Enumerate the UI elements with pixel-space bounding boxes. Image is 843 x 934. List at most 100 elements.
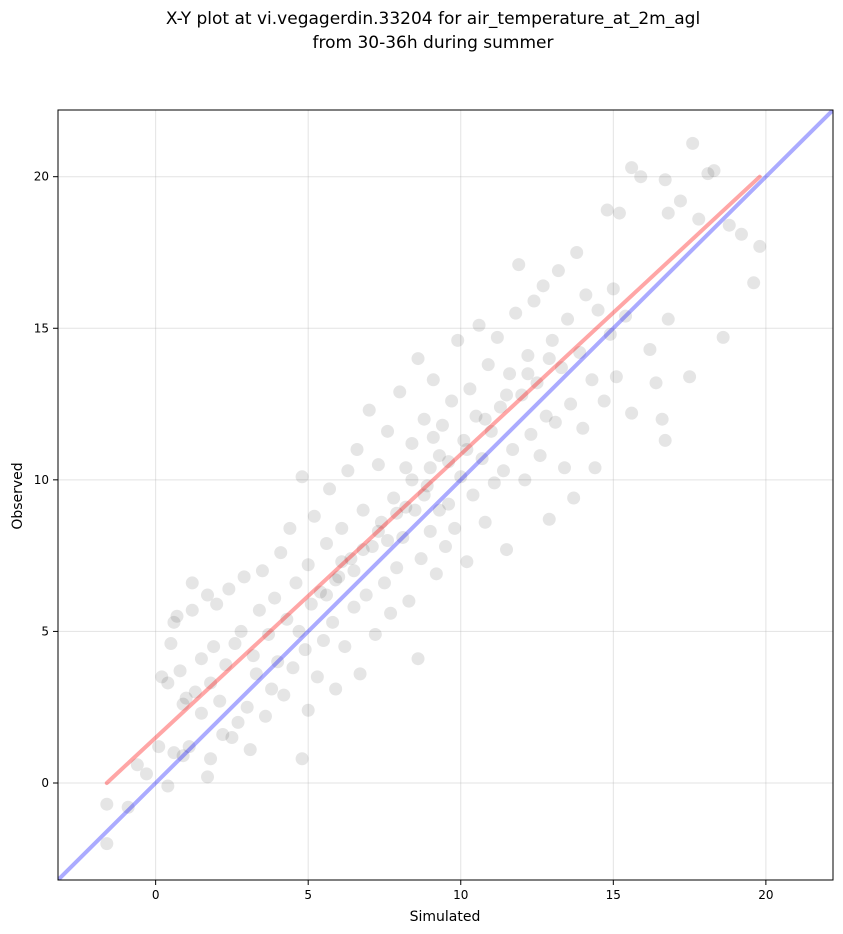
data-point <box>271 655 285 669</box>
data-point <box>469 409 483 423</box>
data-point <box>176 749 190 763</box>
x-tick-label: 10 <box>453 888 468 902</box>
data-point <box>252 603 266 617</box>
data-point <box>374 515 388 529</box>
y-axis-ticks: 0 5 10 15 20 <box>34 170 58 790</box>
data-point <box>161 676 175 690</box>
data-point <box>460 555 474 569</box>
data-point <box>466 488 480 502</box>
data-point <box>225 731 239 745</box>
data-point <box>326 615 340 629</box>
data-point <box>280 612 294 626</box>
data-point <box>231 715 245 729</box>
data-point <box>484 424 498 438</box>
data-point <box>603 327 617 341</box>
data-point <box>548 415 562 429</box>
data-point <box>512 258 526 272</box>
data-point <box>188 685 202 699</box>
data-point <box>530 376 544 390</box>
data-point <box>249 667 263 681</box>
data-point <box>481 358 495 372</box>
y-tick-label: 15 <box>34 321 49 335</box>
data-point <box>347 564 361 578</box>
data-point <box>298 643 312 657</box>
data-point <box>100 837 114 851</box>
data-point <box>329 682 343 696</box>
data-point <box>420 479 434 493</box>
data-point <box>399 500 413 514</box>
data-point <box>573 346 587 360</box>
data-point <box>506 443 520 457</box>
data-point <box>335 521 349 535</box>
data-point <box>432 449 446 463</box>
data-point <box>442 497 456 511</box>
data-point <box>493 400 507 414</box>
data-point <box>265 682 279 696</box>
data-point <box>222 582 236 596</box>
data-point <box>503 367 517 381</box>
plot-area-frame <box>57 109 834 881</box>
data-point <box>167 615 181 629</box>
y-tick-label: 5 <box>41 624 49 638</box>
data-point <box>320 537 334 551</box>
data-point <box>600 203 614 217</box>
data-point <box>439 540 452 554</box>
data-point <box>606 282 620 296</box>
data-point <box>277 688 291 702</box>
data-point <box>564 397 578 411</box>
data-point <box>542 512 556 526</box>
data-point <box>426 373 440 387</box>
data-point <box>396 530 410 544</box>
data-point <box>164 637 178 651</box>
data-point <box>579 288 593 302</box>
data-point <box>390 506 404 520</box>
data-point <box>716 330 730 344</box>
data-point <box>472 318 486 332</box>
data-point <box>130 758 144 772</box>
data-point <box>692 212 706 226</box>
fit-line <box>104 174 762 785</box>
data-point <box>219 658 233 672</box>
data-point <box>204 676 218 690</box>
x-axis-ticks: 0 5 10 15 20 <box>152 880 774 902</box>
data-point <box>201 770 215 784</box>
data-point <box>173 664 187 678</box>
data-point <box>423 461 437 475</box>
data-point <box>335 555 349 569</box>
data-point <box>490 330 504 344</box>
data-point <box>170 609 184 623</box>
data-point <box>545 333 559 347</box>
data-point <box>405 436 419 450</box>
data-point <box>194 706 208 720</box>
data-point <box>551 264 565 278</box>
data-point <box>182 740 196 754</box>
data-point <box>310 670 324 684</box>
data-point <box>567 491 581 505</box>
data-point <box>619 309 633 323</box>
data-point <box>301 558 315 572</box>
data-point <box>576 421 590 435</box>
data-point <box>524 427 538 441</box>
data-point <box>408 503 422 517</box>
data-point <box>246 649 260 663</box>
data-point <box>316 634 330 648</box>
data-point <box>625 406 639 420</box>
data-point <box>167 746 181 760</box>
data-point <box>301 703 315 717</box>
data-point <box>185 576 199 590</box>
data-point <box>539 409 553 423</box>
data-point <box>368 627 382 641</box>
data-point <box>176 697 190 711</box>
data-point <box>701 167 715 181</box>
data-point <box>329 573 343 587</box>
data-point <box>445 394 459 408</box>
data-point <box>255 564 269 578</box>
data-point <box>417 488 431 502</box>
data-point <box>350 443 364 457</box>
data-point <box>597 394 611 408</box>
data-point <box>152 740 166 754</box>
data-point <box>612 206 626 220</box>
grid-lines <box>58 110 833 880</box>
data-point <box>536 279 550 293</box>
data-point <box>384 606 398 620</box>
